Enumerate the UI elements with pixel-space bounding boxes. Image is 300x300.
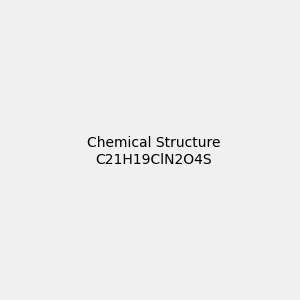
Text: Chemical Structure
C21H19ClN2O4S: Chemical Structure C21H19ClN2O4S xyxy=(87,136,220,166)
